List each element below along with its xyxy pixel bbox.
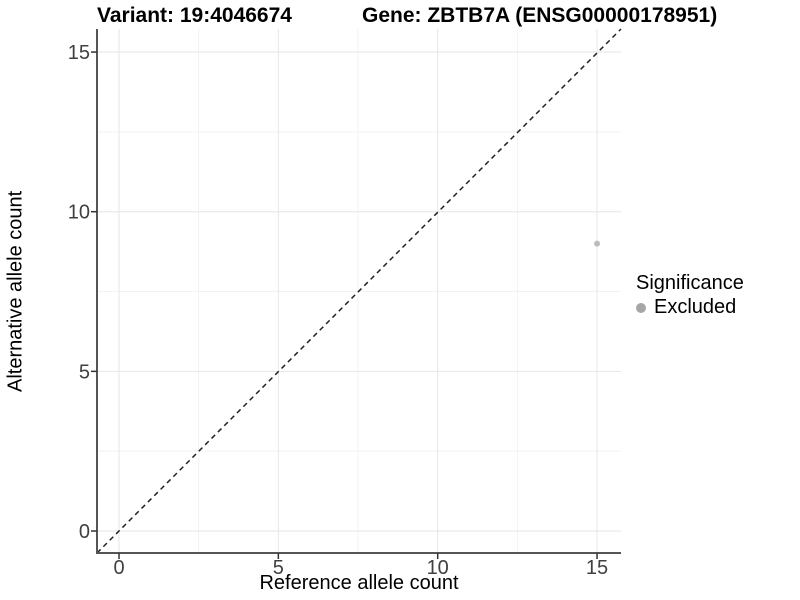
x-tick-label: 15 <box>586 557 608 579</box>
y-tick-label: 15 <box>68 42 90 64</box>
y-axis-title: Alternative allele count <box>4 190 27 392</box>
data-point <box>594 240 601 247</box>
x-axis-title: Reference allele count <box>259 572 459 594</box>
y-tick-label: 5 <box>79 361 90 383</box>
legend-entry-label: Excluded <box>654 296 737 318</box>
legend-entry-excluded: Excluded <box>636 296 744 319</box>
y-tick-label: 10 <box>68 202 90 224</box>
legend-title: Significance <box>636 272 744 294</box>
legend-point-icon <box>636 302 646 313</box>
variant-title: Variant: 19:4046674 <box>97 4 292 27</box>
y-tick-label: 0 <box>79 521 90 543</box>
legend: Significance Excluded <box>636 272 744 319</box>
identity-line <box>96 28 622 554</box>
x-tick-label: 10 <box>427 557 449 579</box>
gene-title: Gene: ZBTB7A (ENSG00000178951) <box>362 4 718 27</box>
x-tick-label: 5 <box>273 557 284 579</box>
x-tick-label: 0 <box>113 557 124 579</box>
